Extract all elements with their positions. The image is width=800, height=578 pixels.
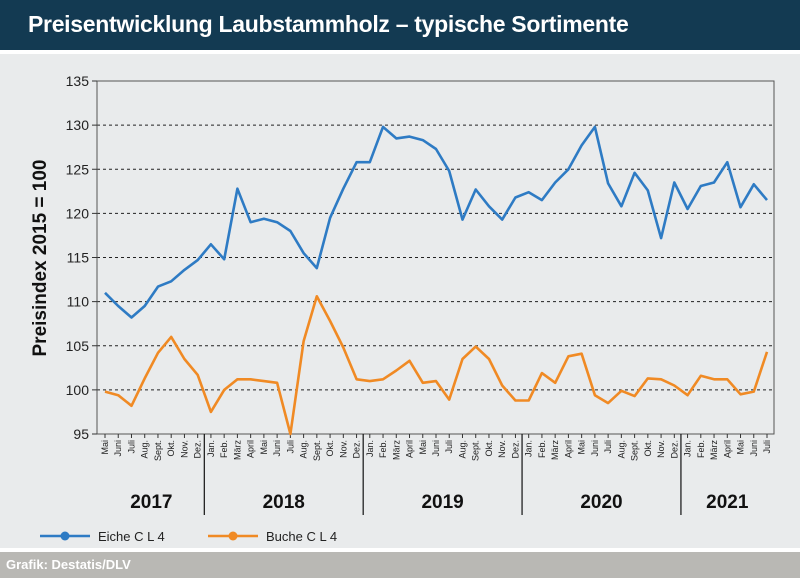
x-tick-label: April	[563, 440, 573, 458]
x-tick-label: Mai	[418, 440, 428, 455]
legend-label: Eiche C L 4	[98, 529, 165, 544]
y-tick-label: 115	[67, 250, 90, 266]
x-tick-label: Dez.	[510, 440, 520, 459]
x-tick-label: Okt.	[166, 440, 176, 457]
x-tick-label: Juni	[749, 440, 759, 457]
x-tick-label: Aug.	[299, 440, 309, 459]
footer: Grafik: Destatis/DLV	[0, 552, 800, 578]
year-label: 2017	[130, 492, 172, 513]
y-tick-label: 130	[66, 117, 90, 133]
x-tick-label: Feb.	[537, 440, 547, 458]
x-tick-label: Jan.	[206, 440, 216, 457]
legend-marker	[60, 531, 70, 541]
x-tick-label: April	[246, 440, 256, 458]
series-lines	[104, 125, 769, 436]
x-tick-label: April	[405, 440, 415, 458]
x-tick-label: Sept.	[153, 440, 163, 461]
x-tick-label: Aug.	[140, 440, 150, 459]
x-tick-label: Sept.	[630, 440, 640, 461]
x-tick-label: Juli	[603, 440, 613, 454]
x-tick-label: Juli	[444, 440, 454, 454]
x-tick-label: Jan.	[683, 440, 693, 457]
x-tick-label: Feb.	[378, 440, 388, 458]
y-tick-label: 120	[66, 205, 90, 221]
x-tick-label: Mai	[577, 440, 587, 455]
x-tick-label: Dez.	[669, 440, 679, 459]
x-tick-label: Sept.	[471, 440, 481, 461]
x-tick-label: März	[709, 440, 719, 460]
x-tick-label: Sept.	[312, 440, 322, 461]
source-credit: Grafik: Destatis/DLV	[6, 557, 131, 572]
x-tick-label: März	[232, 440, 242, 460]
x-tick-label: Mai	[100, 440, 110, 455]
x-tick-label: Dez.	[352, 440, 362, 459]
x-tick-label: Mai	[736, 440, 746, 455]
title-bar: Preisentwicklung Laubstammholz – typisch…	[0, 0, 800, 50]
x-tick-label: Juni	[431, 440, 441, 457]
x-tick-label: März	[391, 440, 401, 460]
y-tick-label: 110	[67, 294, 90, 310]
legend-label: Buche C L 4	[266, 529, 337, 544]
series-line-2	[104, 294, 769, 436]
legend: Eiche C L 4 Buche C L 4	[40, 529, 337, 544]
x-tick-label: Nov.	[497, 440, 507, 458]
x-axis: Mai Juni Juli Aug. Sept. Okt. Nov. Dez. Jan. Feb.…	[100, 434, 772, 515]
x-tick-label: Aug.	[616, 440, 626, 459]
x-tick-label: Dez.	[193, 440, 203, 459]
year-label: 2018	[263, 492, 305, 513]
x-tick-label: April	[722, 440, 732, 458]
x-tick-label: Okt.	[643, 440, 653, 457]
x-tick-label: Juli	[762, 440, 772, 454]
y-tick-label: 135	[66, 73, 90, 89]
x-tick-label: Okt.	[325, 440, 335, 457]
x-tick-label: März	[550, 440, 560, 460]
gridlines	[97, 124, 774, 391]
x-tick-label: Juni	[590, 440, 600, 457]
y-axis-label: Preisindex 2015 = 100	[30, 159, 51, 356]
year-label: 2020	[580, 492, 622, 513]
x-tick-label: Jan.	[365, 440, 375, 457]
year-label: 2019	[421, 492, 463, 513]
x-tick-label: Juni	[272, 440, 282, 457]
x-tick-label: Aug.	[457, 440, 467, 459]
x-tick-label: Juni	[113, 440, 123, 457]
x-tick-label: Feb.	[219, 440, 229, 458]
series-line-1	[104, 125, 768, 319]
x-tick-label: Okt.	[484, 440, 494, 457]
year-label: 2021	[706, 492, 749, 513]
y-axis: 95 100 105 110 115 120 125 130 135	[66, 73, 97, 442]
x-tick-label: Feb.	[696, 440, 706, 458]
y-tick-label: 105	[66, 338, 90, 354]
chart-title: Preisentwicklung Laubstammholz – typisch…	[28, 11, 629, 37]
y-tick-label: 95	[73, 426, 89, 442]
x-tick-label: Juli	[126, 440, 136, 454]
x-tick-label: Juli	[285, 440, 295, 454]
chart-area	[0, 54, 800, 548]
x-tick-label: Nov.	[179, 440, 189, 458]
x-tick-label: Nov.	[656, 440, 666, 458]
y-tick-label: 100	[66, 382, 90, 398]
x-tick-label: Jan.	[524, 440, 534, 457]
y-tick-label: 125	[66, 161, 90, 177]
legend-marker	[228, 531, 238, 541]
x-tick-label: Nov.	[338, 440, 348, 458]
x-tick-label: Mai	[259, 440, 269, 455]
